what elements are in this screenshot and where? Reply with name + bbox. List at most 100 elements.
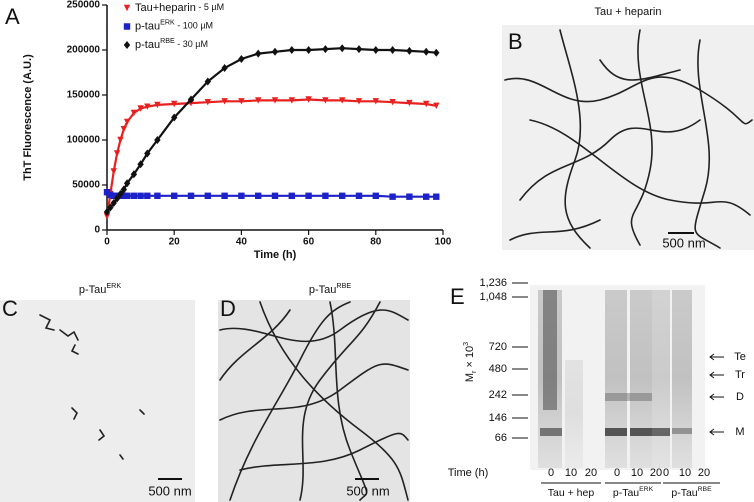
data-point bbox=[339, 97, 346, 104]
text-part: p-tau bbox=[135, 20, 160, 32]
legend-marker bbox=[123, 41, 131, 49]
band-arrow bbox=[709, 428, 724, 436]
text-part: p-tau bbox=[135, 39, 160, 51]
data-point bbox=[406, 99, 413, 107]
y-tick-label: 100000 bbox=[67, 135, 101, 146]
data-point bbox=[389, 99, 396, 106]
scale-bar-label: 500 nm bbox=[148, 483, 191, 498]
band-arrow bbox=[709, 371, 724, 379]
band-label: Te bbox=[734, 351, 746, 363]
data-point bbox=[433, 48, 440, 57]
lane-label: 10 bbox=[565, 467, 577, 479]
x-tick-label: 40 bbox=[236, 237, 248, 248]
micrograph-b bbox=[502, 25, 754, 250]
data-point bbox=[221, 64, 228, 72]
data-point bbox=[221, 98, 228, 105]
data-point bbox=[423, 100, 430, 108]
data-point bbox=[154, 192, 161, 199]
lane-label: 0 bbox=[548, 467, 554, 479]
data-point bbox=[305, 192, 312, 199]
y-tick-label: 0 bbox=[94, 225, 100, 236]
marker-label: 146 bbox=[489, 412, 507, 424]
data-point bbox=[271, 192, 279, 199]
x-axis-title: Time (h) bbox=[254, 249, 297, 261]
data-point bbox=[372, 192, 379, 199]
gel-y-label: Mr × 103 bbox=[462, 342, 478, 382]
data-point bbox=[144, 192, 151, 199]
data-point bbox=[187, 95, 195, 104]
data-point bbox=[355, 98, 363, 105]
text-part: p-Tau bbox=[79, 284, 107, 296]
text-part: Tau + heparin bbox=[595, 6, 662, 18]
data-point bbox=[433, 102, 440, 109]
panel-label: B bbox=[508, 29, 523, 54]
text-part: - 30 µM bbox=[175, 39, 208, 49]
marker-label: 66 bbox=[495, 432, 507, 444]
text-part: p-Tau bbox=[309, 284, 337, 296]
data-point bbox=[322, 97, 329, 104]
data-point bbox=[144, 103, 151, 110]
band-arrow bbox=[709, 393, 724, 401]
panel-label: D bbox=[220, 296, 236, 321]
x-tick-label: 0 bbox=[104, 237, 110, 248]
data-point bbox=[107, 203, 114, 212]
data-point bbox=[117, 190, 124, 198]
data-point bbox=[433, 193, 440, 200]
panel-label: A bbox=[5, 4, 20, 29]
x-tick-label: 100 bbox=[435, 237, 452, 248]
data-point bbox=[113, 194, 121, 203]
data-point bbox=[137, 192, 144, 199]
data-point bbox=[110, 168, 117, 175]
data-point bbox=[187, 192, 195, 199]
text-part: 3 bbox=[462, 342, 470, 346]
panel-title: Tau + heparin bbox=[595, 6, 662, 18]
band-label: Tr bbox=[735, 369, 745, 381]
band-arrow bbox=[709, 353, 724, 361]
panel-title: p-TauRBE bbox=[309, 282, 351, 296]
lane-label: 0 bbox=[614, 467, 620, 479]
series-line bbox=[106, 47, 437, 213]
y-tick-label: 150000 bbox=[67, 90, 101, 101]
data-point bbox=[238, 192, 245, 199]
data-point bbox=[204, 77, 211, 86]
text-part: RBE bbox=[698, 486, 712, 493]
data-point bbox=[389, 193, 396, 200]
text-part: ERK bbox=[639, 486, 653, 493]
text-part: p-Tau bbox=[671, 487, 697, 499]
text-part: RBE bbox=[336, 282, 351, 290]
data-point bbox=[103, 213, 111, 220]
data-point bbox=[171, 100, 178, 108]
data-point bbox=[103, 208, 111, 216]
marker-label: 720 bbox=[489, 341, 507, 353]
data-point bbox=[204, 192, 211, 199]
data-point bbox=[423, 47, 430, 56]
scale-bar-label: 500 nm bbox=[662, 235, 705, 250]
panel-title: p-TauERK bbox=[79, 282, 121, 296]
data-point bbox=[372, 46, 379, 54]
gel-x-label: Time (h) bbox=[448, 467, 489, 479]
lane-label: 20 bbox=[698, 467, 710, 479]
x-tick-label: 80 bbox=[370, 237, 382, 248]
data-point bbox=[271, 97, 279, 104]
data-point bbox=[288, 46, 295, 54]
data-point bbox=[406, 193, 413, 200]
data-point bbox=[171, 192, 178, 199]
data-point bbox=[120, 126, 127, 133]
panel-label: C bbox=[2, 296, 18, 321]
data-point bbox=[389, 46, 396, 54]
data-point bbox=[355, 192, 363, 199]
data-point bbox=[271, 47, 279, 56]
text-part: RBE bbox=[160, 37, 175, 45]
data-point bbox=[423, 193, 430, 200]
band-label: M bbox=[735, 426, 744, 438]
data-point bbox=[113, 150, 121, 157]
data-point bbox=[144, 149, 151, 158]
micrograph-c bbox=[0, 300, 195, 502]
scale-bar-label: 500 nm bbox=[346, 483, 389, 498]
data-point bbox=[137, 105, 144, 112]
data-point bbox=[255, 192, 262, 199]
legend-marker bbox=[123, 23, 131, 30]
band-label: D bbox=[736, 391, 744, 403]
data-point bbox=[130, 192, 138, 199]
